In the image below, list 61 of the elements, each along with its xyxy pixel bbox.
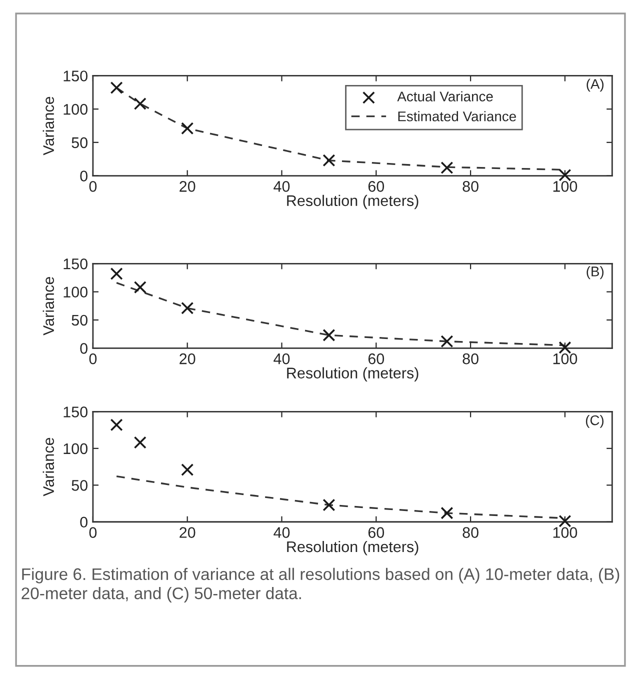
x-tick-label: 0 (89, 527, 97, 538)
point (440, 335, 454, 348)
y-tick-label: 150 (64, 258, 88, 270)
x-tick-label: 100 (553, 527, 578, 538)
point (181, 122, 194, 135)
point (440, 161, 454, 174)
point (134, 281, 146, 294)
y-tick-label: 100 (64, 286, 88, 298)
x-tick-label: 20 (180, 353, 196, 364)
y-tick-label: 0 (80, 170, 88, 182)
caption: Figure 6. Estimation of variance at all resolutions based on (A) 10-meter data, (B) 20-meter data, and (C) 50-meter data. (22, 568, 620, 603)
y-tick-label: 150 (64, 70, 88, 82)
annotation: (A) (586, 78, 604, 92)
point (110, 418, 123, 432)
y-axis-title: Variance (42, 96, 54, 156)
point (181, 463, 194, 476)
point (110, 81, 123, 94)
x-tick-label: 0 (89, 353, 97, 364)
x-tick-label: 40 (274, 527, 290, 538)
point (181, 302, 194, 314)
x-tick-label: 60 (368, 527, 384, 538)
x-tick-label: 80 (462, 353, 478, 364)
point (322, 154, 336, 167)
point (440, 506, 454, 520)
x-tick-label: 100 (553, 181, 578, 192)
legend-label: Estimated Variance (398, 111, 516, 122)
annotation: (C) (586, 414, 604, 428)
annotation: (B) (586, 266, 604, 280)
y-tick-label: 100 (64, 443, 88, 454)
x-axis-title: Resolution (meters) (287, 194, 418, 210)
y-axis-title: Variance (42, 276, 54, 336)
y-tick-label: 50 (72, 314, 88, 326)
y-tick-label: 50 (72, 480, 88, 491)
point (558, 168, 572, 182)
x-tick-label: 60 (368, 353, 384, 364)
x-tick-label: 80 (462, 181, 478, 192)
x-axis-title: Resolution (meters) (287, 540, 418, 556)
line-series (116, 475, 566, 520)
x-tick-label: 100 (553, 353, 578, 364)
point (558, 341, 572, 354)
point (322, 498, 336, 512)
point (110, 267, 123, 280)
x-tick-label: 60 (368, 181, 384, 192)
y-tick-label: 50 (72, 137, 88, 148)
y-tick-label: 0 (80, 516, 88, 528)
point (322, 328, 336, 342)
point (558, 514, 572, 528)
x-tick-label: 0 (89, 181, 97, 192)
point (134, 97, 146, 110)
y-tick-label: 0 (80, 343, 88, 354)
y-tick-label: 100 (64, 104, 88, 115)
legend-label: Actual Variance (397, 91, 493, 102)
x-tick-label: 20 (180, 527, 196, 538)
point (134, 436, 146, 449)
x-tick-label: 40 (274, 353, 290, 364)
y-axis-title: Variance (42, 438, 54, 496)
x-tick-label: 40 (274, 181, 290, 192)
x-tick-label: 80 (462, 527, 478, 538)
x-tick-label: 20 (180, 181, 196, 192)
y-tick-label: 150 (64, 406, 88, 418)
x-axis-title: Resolution (meters) (287, 367, 418, 382)
